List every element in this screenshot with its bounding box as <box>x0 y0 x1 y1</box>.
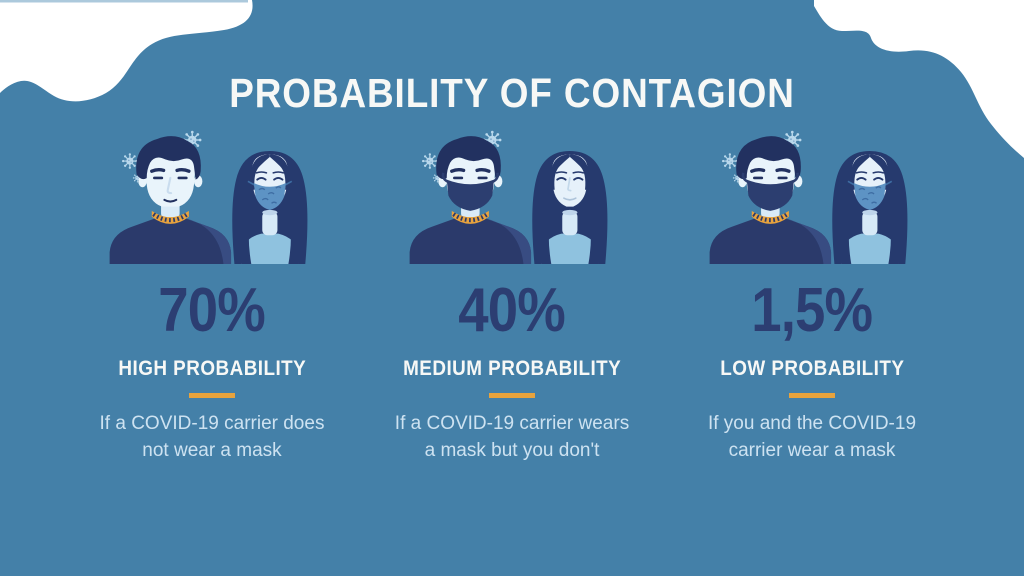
woman-mask <box>847 180 892 211</box>
couple-illustration-svg <box>109 130 307 265</box>
column-low-probability: 1,5% LOW PROBABILITY If you and the COVI… <box>662 129 962 465</box>
orange-divider <box>189 393 235 399</box>
percentage-value: 70% <box>158 276 266 346</box>
orange-divider <box>789 393 835 399</box>
couple-illustration-svg <box>409 130 607 265</box>
probability-label: HIGH PROBABILITY <box>118 357 306 381</box>
description-text: If you and the COVID-19 carrier wear a ma… <box>708 411 916 465</box>
description-text: If a COVID-19 carrier wears a mask but yo… <box>395 411 629 465</box>
probability-columns: 70% HIGH PROBABILITY If a COVID-19 carri… <box>0 129 1024 465</box>
description-text: If a COVID-19 carrier does not wear a mas… <box>100 411 325 465</box>
man-nose-mouth <box>162 176 177 203</box>
man-figure <box>109 136 231 265</box>
couple-illustration-svg <box>709 130 907 265</box>
man-mask <box>741 172 799 211</box>
woman-mask <box>247 180 292 211</box>
description-line-1: If you and the COVID-19 <box>707 413 917 435</box>
couple-illustration <box>86 129 339 265</box>
couple-illustration <box>686 129 939 265</box>
probability-label: LOW PROBABILITY <box>719 357 905 381</box>
description-line-2: carrier wear a mask <box>728 440 896 462</box>
man-figure <box>709 136 831 265</box>
percentage-value: 40% <box>458 276 566 346</box>
column-medium-probability: 40% MEDIUM PROBABILITY If a COVID-19 car… <box>362 129 662 465</box>
column-high-probability: 70% HIGH PROBABILITY If a COVID-19 carri… <box>62 129 362 465</box>
couple-illustration <box>386 129 639 265</box>
virus-icon <box>721 153 738 169</box>
virus-icon <box>121 153 138 169</box>
page-title: PROBABILITY OF CONTAGION <box>229 70 795 116</box>
man-figure <box>409 136 531 265</box>
man-mask <box>441 172 499 211</box>
woman-nose-mouth <box>562 177 577 201</box>
description-line-2: not wear a mask <box>142 440 282 462</box>
orange-divider <box>489 393 535 399</box>
description-line-1: If a COVID-19 carrier does <box>99 413 325 435</box>
virus-icon <box>421 153 438 169</box>
woman-figure <box>531 151 607 265</box>
percentage-value: 1,5% <box>751 276 874 346</box>
description-line-2: a mask but you don't <box>424 440 600 462</box>
woman-figure <box>831 151 907 265</box>
probability-label: MEDIUM PROBABILITY <box>402 357 622 381</box>
description-line-1: If a COVID-19 carrier wears <box>394 413 630 435</box>
woman-figure <box>231 151 307 265</box>
